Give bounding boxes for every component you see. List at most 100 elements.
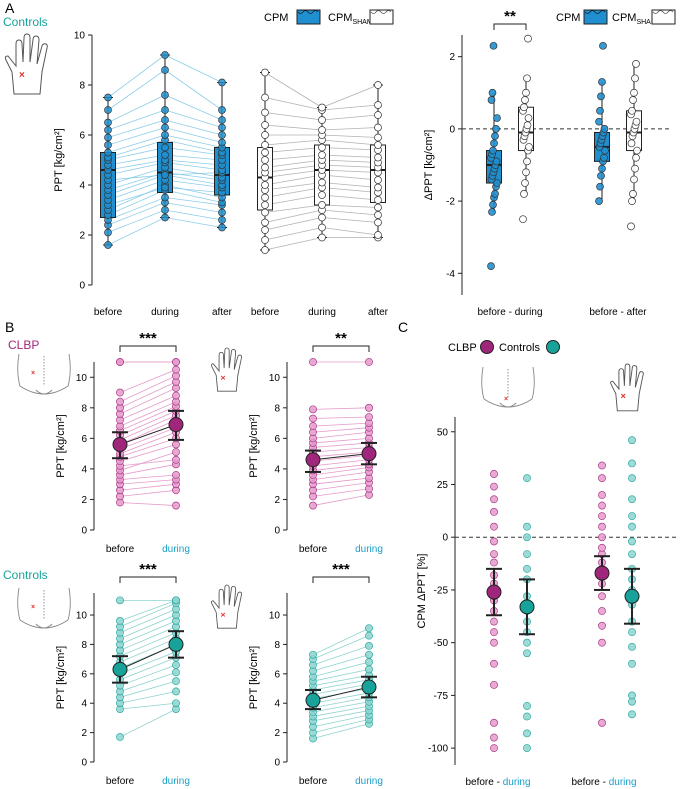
chart-c: -100 -75 -50 -25 0 25 50 CPM ΔPPT [%] before - d… [416, 417, 676, 788]
data-point [318, 151, 326, 159]
subject-line [119, 395, 177, 421]
data-point [161, 213, 169, 222]
hand-icon: × [210, 347, 243, 392]
data-point [522, 88, 530, 97]
data-point [172, 501, 180, 510]
subject-line [312, 437, 370, 444]
data-point [490, 482, 498, 491]
panel-b-letter: B [5, 319, 14, 335]
data-point [490, 550, 498, 558]
y-tick-label: 2 [79, 231, 85, 242]
data-point [596, 182, 604, 191]
subject-line [119, 620, 177, 645]
data-point [598, 491, 606, 499]
chart-b-controls-back: 0 2 4 6 8 10 PPT [kg/cm²] before during *** [55, 561, 190, 787]
data-point [597, 171, 605, 180]
subject-line [312, 692, 370, 704]
data-point [598, 501, 606, 510]
legend-sham-sub: SHAM [352, 19, 372, 26]
data-point [488, 88, 497, 97]
significance-bracket [493, 23, 527, 30]
y-tick-label: 8 [274, 640, 280, 651]
y-tick-label: -50 [434, 638, 449, 649]
subject-line [119, 599, 177, 622]
data-point [597, 92, 605, 101]
data-point [261, 156, 269, 164]
y-tick-label: -2 [446, 197, 455, 208]
data-point [318, 116, 326, 124]
legend-c: CLBP Controls [448, 340, 560, 354]
y-tick-label: -25 [434, 585, 449, 596]
data-point [492, 125, 500, 133]
stimulus-mark-icon: × [620, 391, 626, 401]
data-point [161, 66, 169, 74]
subject-line [119, 691, 177, 704]
data-point [490, 537, 498, 546]
data-point [490, 508, 498, 516]
data-point [172, 661, 180, 669]
subject-line [119, 651, 177, 675]
subject-line [119, 405, 177, 432]
data-point [365, 624, 373, 633]
legend-clbp-marker [480, 340, 494, 354]
y-tick-label: 10 [74, 31, 86, 42]
y-tick-label: 2 [449, 52, 455, 63]
subject-line [312, 674, 370, 686]
subject-line [119, 427, 177, 450]
subject-line [312, 723, 370, 739]
data-point [493, 179, 501, 187]
data-point [365, 665, 373, 674]
data-point [522, 168, 530, 177]
data-point [161, 193, 169, 202]
y-tick-label: -75 [434, 691, 449, 702]
y-tick-label: 8 [79, 81, 85, 92]
data-point [172, 365, 180, 374]
hand-icon: × [4, 33, 48, 95]
data-point [487, 262, 495, 270]
significance-stars: ** [504, 8, 516, 25]
y-tick-label: 4 [81, 464, 87, 475]
subject-line [119, 702, 177, 710]
subject-line [312, 488, 370, 497]
data-point [318, 143, 326, 152]
data-point [374, 196, 382, 204]
x-tick-label-before: before - [465, 777, 502, 788]
data-point [598, 474, 606, 483]
subject-line [119, 451, 177, 471]
subject-line [119, 632, 177, 657]
data-point [628, 459, 636, 468]
mean-marker [168, 636, 184, 652]
x-tick-label: before - during [465, 777, 530, 788]
data-point [318, 201, 326, 209]
legend-sham-base: CPM [328, 12, 352, 24]
x-tick-label: during [355, 776, 383, 787]
data-point [598, 543, 606, 552]
data-point [631, 164, 639, 173]
mean-line [312, 686, 370, 701]
subject-line [119, 664, 177, 686]
significance-bracket [312, 576, 370, 583]
data-point [628, 106, 636, 115]
subject-line [119, 415, 177, 441]
data-point [318, 103, 326, 112]
y-tick-label: 8 [274, 403, 280, 414]
data-point [628, 642, 636, 651]
data-point [490, 628, 498, 637]
data-point [218, 78, 226, 87]
data-point [161, 206, 169, 214]
data-point [599, 41, 607, 50]
data-point [218, 208, 226, 217]
y-tick-label: 2 [81, 495, 87, 506]
back-icon: × [481, 366, 535, 408]
legend-cpm-swatch-right [583, 9, 608, 25]
x-tick-label: before [251, 307, 280, 318]
data-point [116, 733, 124, 741]
subject-line [119, 401, 177, 427]
data-point [374, 211, 382, 219]
subject-line [312, 654, 370, 672]
legend-sham-swatch-right [651, 9, 676, 25]
data-point [520, 103, 528, 112]
significance-stars: *** [139, 330, 157, 347]
x-tick-label: before - during [477, 307, 542, 318]
subject-line [312, 454, 370, 462]
